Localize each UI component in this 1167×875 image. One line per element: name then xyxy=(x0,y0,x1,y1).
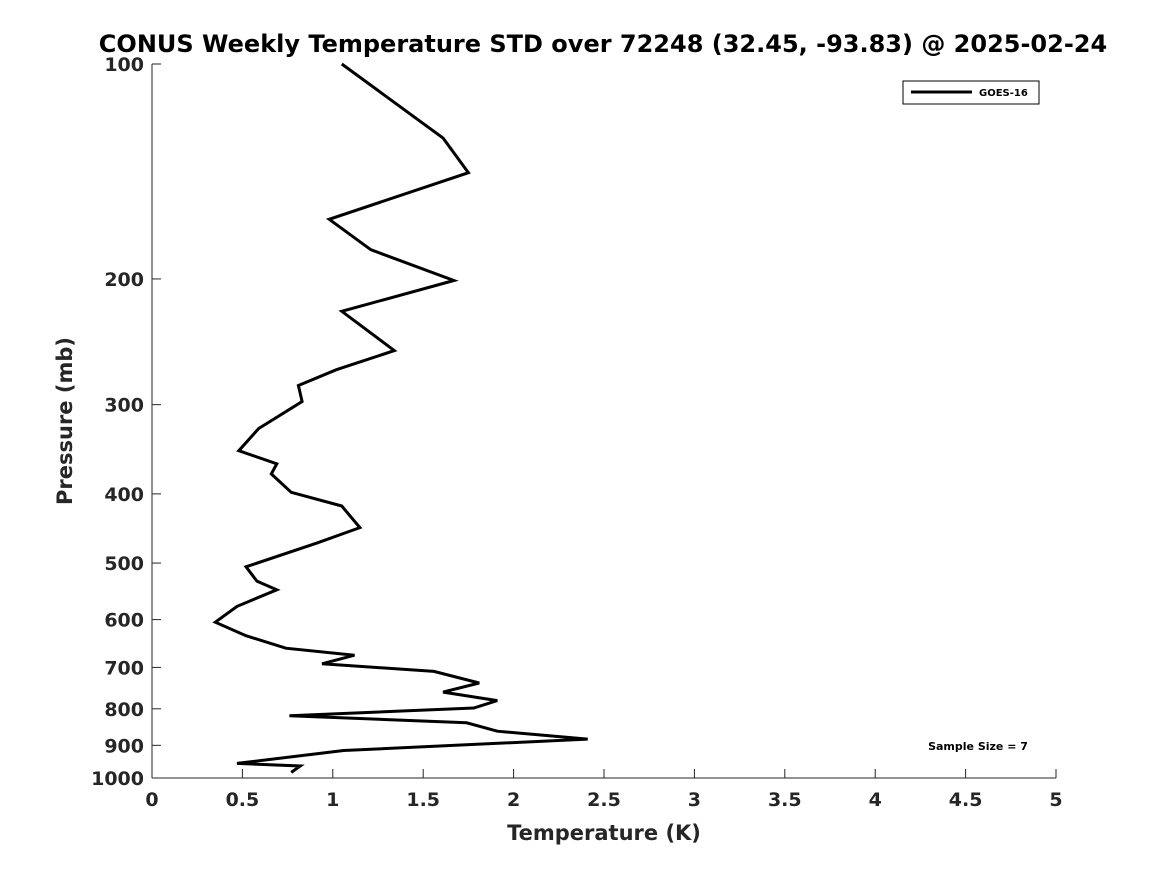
legend: GOES-16 xyxy=(902,80,1040,105)
chart-title: CONUS Weekly Temperature STD over 72248 … xyxy=(99,30,1107,58)
y-tick-label: 500 xyxy=(104,553,144,575)
x-tick-label: 4 xyxy=(869,789,882,811)
x-ticks: 0 0.5 1 1.5 2 2.5 3 3.5 4 4.5 5 xyxy=(145,769,1063,811)
y-tick-label: 1000 xyxy=(91,768,144,790)
y-tick-label: 100 xyxy=(104,54,144,76)
y-axis-label: Pressure (mb) xyxy=(53,337,77,505)
x-tick-label: 3 xyxy=(688,789,701,811)
y-tick-label: 600 xyxy=(104,610,144,632)
y-tick-label: 800 xyxy=(104,699,144,721)
y-ticks: 100 200 300 400 500 600 700 800 900 1000 xyxy=(91,54,161,790)
series-layer xyxy=(212,62,588,774)
x-tick-label: 2 xyxy=(507,789,520,811)
series-line xyxy=(212,62,588,774)
x-tick-label: 3.5 xyxy=(768,789,802,811)
sample-size-annotation: Sample Size = 7 xyxy=(928,740,1028,753)
x-tick-label: 1 xyxy=(326,789,339,811)
legend-label: GOES-16 xyxy=(979,88,1028,99)
x-tick-label: 4.5 xyxy=(949,789,983,811)
y-tick-label: 900 xyxy=(104,735,144,757)
y-tick-label: 200 xyxy=(104,269,144,291)
y-tick-label: 700 xyxy=(104,657,144,679)
x-tick-label: 0.5 xyxy=(226,789,260,811)
y-tick-label: 400 xyxy=(104,484,144,506)
x-tick-label: 2.5 xyxy=(587,789,621,811)
x-tick-label: 5 xyxy=(1049,789,1062,811)
y-tick-label: 300 xyxy=(104,395,144,417)
x-axis-label: Temperature (K) xyxy=(507,821,701,845)
x-tick-label: 0 xyxy=(145,789,158,811)
x-tick-label: 1.5 xyxy=(406,789,440,811)
